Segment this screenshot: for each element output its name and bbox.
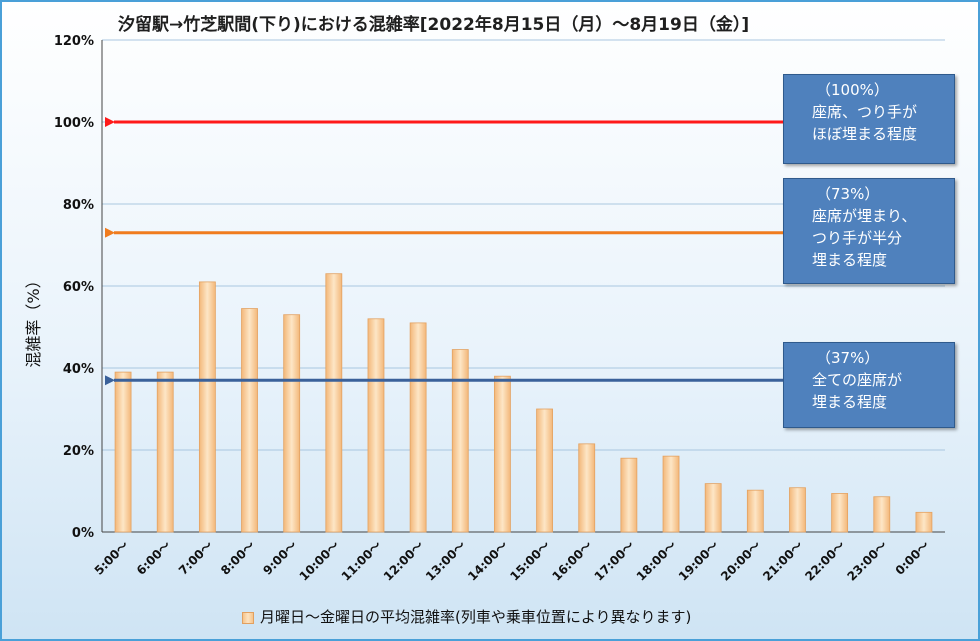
chart-title: 汐留駅→竹芝駅間(下り)における混雑率[2022年8月15日（月）～8月19日（… bbox=[118, 15, 750, 35]
callout-37-line-2: 埋まる程度 bbox=[812, 393, 888, 411]
y-tick-label: 80% bbox=[63, 198, 94, 213]
bar bbox=[620, 457, 638, 533]
x-tick-label: 18:00～ bbox=[634, 538, 679, 583]
bar bbox=[494, 375, 511, 533]
bar bbox=[662, 455, 680, 533]
x-tick-label: 15:00～ bbox=[507, 538, 552, 583]
x-tick-label: 14:00～ bbox=[465, 538, 510, 583]
x-tick-label: 12:00～ bbox=[381, 538, 426, 583]
bar bbox=[367, 318, 385, 533]
bar bbox=[156, 371, 174, 533]
bar bbox=[283, 314, 301, 533]
callout-73: （73%） 座席が埋まり、 つり手が半分 埋まる程度 bbox=[783, 178, 955, 284]
callout-73-line-2: つり手が半分 bbox=[812, 229, 903, 247]
bar bbox=[704, 483, 722, 533]
legend-swatch bbox=[242, 611, 254, 624]
callout-73-line-1: 座席が埋まり、 bbox=[812, 207, 917, 225]
chart-legend: 月曜日～金曜日の平均混雑率(列車や乗車位置により異なります) bbox=[242, 606, 691, 627]
bar bbox=[325, 273, 343, 533]
bar bbox=[873, 496, 891, 533]
x-tick-label: 7:00～ bbox=[176, 538, 215, 577]
bar bbox=[789, 487, 806, 533]
x-tick-label: 0:00～ bbox=[893, 538, 932, 577]
bar bbox=[536, 408, 553, 533]
x-tick-label: 23:00～ bbox=[844, 538, 889, 583]
y-tick-label: 120% bbox=[54, 34, 94, 49]
bar bbox=[114, 371, 132, 533]
bar bbox=[409, 322, 427, 533]
x-tick-label: 13:00～ bbox=[423, 538, 468, 583]
x-tick-label: 21:00～ bbox=[760, 538, 805, 583]
bar bbox=[451, 349, 469, 533]
callout-73-line-3: 埋まる程度 bbox=[812, 251, 888, 269]
bar bbox=[831, 493, 849, 533]
x-tick-label: 16:00～ bbox=[549, 538, 594, 583]
bar bbox=[198, 281, 216, 533]
y-tick-label: 60% bbox=[63, 280, 94, 295]
callout-37-pct: （37%） bbox=[816, 349, 880, 367]
x-tick-label: 8:00～ bbox=[218, 538, 257, 577]
x-tick-label: 17:00～ bbox=[592, 538, 637, 583]
callout-100: （100%） 座席、つり手が ほぼ埋まる程度 bbox=[783, 74, 955, 164]
y-tick-label: 20% bbox=[63, 444, 94, 459]
callout-73-pct: （73%） bbox=[816, 185, 880, 203]
x-tick-label: 22:00～ bbox=[802, 538, 847, 583]
callout-37-line-1: 全ての座席が bbox=[812, 371, 903, 389]
x-tick-label: 19:00～ bbox=[676, 538, 721, 583]
callout-100-pct: （100%） bbox=[816, 81, 889, 99]
bar bbox=[241, 308, 258, 533]
y-tick-label: 40% bbox=[63, 362, 94, 377]
y-tick-label: 100% bbox=[54, 116, 94, 131]
legend-label: 月曜日～金曜日の平均混雑率(列車や乗車位置により異なります) bbox=[260, 608, 692, 626]
y-tick-label: 0% bbox=[72, 526, 94, 541]
bar bbox=[578, 443, 596, 533]
x-tick-label: 20:00～ bbox=[718, 538, 763, 583]
callout-100-line-2: ほぼ埋まる程度 bbox=[812, 125, 918, 143]
x-tick-label: 10:00～ bbox=[297, 538, 342, 583]
x-tick-label: 5:00～ bbox=[92, 538, 131, 577]
bar bbox=[746, 489, 764, 533]
callout-37: （37%） 全ての座席が 埋まる程度 bbox=[783, 342, 955, 428]
bar bbox=[915, 511, 933, 533]
x-tick-label: 6:00～ bbox=[134, 538, 173, 577]
callout-100-line-1: 座席、つり手が bbox=[812, 103, 918, 121]
x-tick-label: 11:00～ bbox=[339, 538, 384, 583]
x-tick-label: 9:00～ bbox=[260, 538, 299, 577]
